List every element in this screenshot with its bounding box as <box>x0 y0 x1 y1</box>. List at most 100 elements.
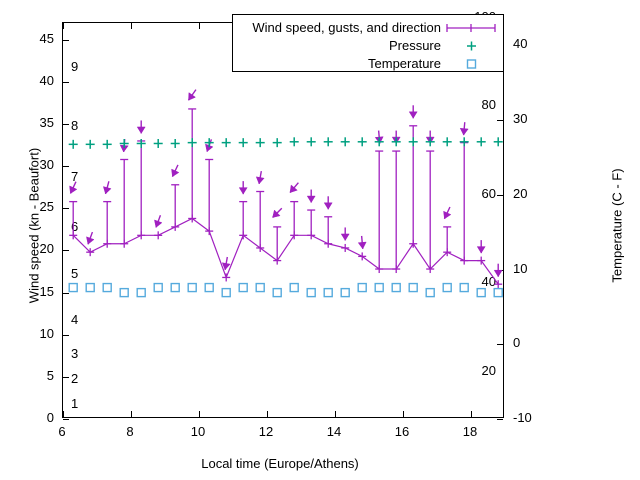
temperature-marker <box>85 282 95 293</box>
pressure-marker <box>459 137 469 147</box>
chart-legend: Wind speed, gusts, and direction Pressure… <box>232 14 504 72</box>
x-tick-bottom <box>335 411 336 417</box>
y-tick-left <box>63 81 69 83</box>
fahrenheit-label-60: 60 <box>481 185 496 201</box>
wind-speed-marker <box>273 256 282 265</box>
pressure-marker <box>119 138 129 148</box>
legend-label: Temperature <box>368 56 441 71</box>
y-tick-label-left: 15 <box>39 283 54 299</box>
y-tick-label-left: 5 <box>46 367 54 383</box>
y-tick-label-left: 40 <box>39 72 54 88</box>
wind-direction-arrow <box>459 122 469 136</box>
wind-direction-arrow <box>340 227 350 241</box>
beaufort-label-9: 9 <box>71 59 79 75</box>
wind-speed-marker <box>494 280 503 289</box>
y-tick-left <box>63 124 69 126</box>
temperature-marker <box>68 282 78 293</box>
pressure-marker <box>170 138 180 148</box>
pressure-marker <box>68 139 78 149</box>
wind-speed-marker <box>341 243 350 252</box>
wind-direction-arrow <box>86 231 95 245</box>
wind-direction-arrow <box>306 189 316 204</box>
x-tick-label: 6 <box>58 424 66 439</box>
legend-symbol-errorbar <box>443 19 499 37</box>
wind-speed-marker <box>86 248 95 257</box>
x-tick-bottom <box>131 411 132 417</box>
legend-label: Wind speed, gusts, and direction <box>252 20 441 35</box>
temperature-marker <box>119 287 129 298</box>
temperature-marker <box>459 282 469 293</box>
y-tick-left <box>63 419 69 420</box>
x-tick-top <box>63 23 64 29</box>
wind-speed-marker <box>205 227 214 236</box>
wind-direction-arrow <box>476 240 486 254</box>
temperature-marker <box>425 287 435 298</box>
wind-direction-arrow <box>221 256 231 271</box>
beaufort-label-7: 7 <box>71 168 79 184</box>
x-tick-bottom <box>267 411 268 417</box>
legend-symbol-square <box>443 55 499 73</box>
temperature-marker <box>187 282 197 293</box>
temperature-marker <box>357 282 367 293</box>
beaufort-label-5: 5 <box>71 265 79 281</box>
pressure-marker <box>204 138 214 148</box>
pressure-marker <box>85 139 95 149</box>
y-tick-left <box>63 208 69 210</box>
temperature-marker <box>170 282 180 293</box>
wind-direction-arrow <box>408 105 418 119</box>
y-tick-label-right: 0 <box>513 335 521 351</box>
temperature-marker <box>153 282 163 293</box>
beaufort-label-8: 8 <box>71 118 79 134</box>
pressure-marker <box>408 137 418 147</box>
wind-speed-marker <box>256 243 265 252</box>
y-axis-right-title: Temperature (C - F) <box>609 168 625 283</box>
wind-direction-arrow <box>69 181 78 194</box>
wind-direction-arrow <box>238 181 248 195</box>
wind-speed-marker <box>290 231 299 240</box>
x-tick-bottom <box>403 411 404 417</box>
y-tick-label-left: 0 <box>46 410 54 425</box>
legend-entry: Wind speed, gusts, and direction <box>233 19 503 37</box>
y-tick-label-right: 20 <box>513 185 528 201</box>
wind-speed-marker <box>154 231 163 240</box>
y-tick-label-left: 35 <box>39 115 54 131</box>
y-tick-right <box>497 194 503 196</box>
y-tick-label-right: 40 <box>513 36 528 52</box>
wind-speed-marker <box>171 222 180 231</box>
x-tick-label: 14 <box>326 424 342 439</box>
pressure-marker <box>238 138 248 148</box>
temperature-marker <box>255 282 265 293</box>
x-tick-bottom <box>199 411 200 417</box>
pressure-marker <box>425 137 435 147</box>
temperature-marker <box>102 282 112 293</box>
temperature-marker <box>442 282 452 293</box>
wind-speed-marker <box>375 265 384 274</box>
wind-speed-marker <box>324 239 333 248</box>
pressure-marker <box>306 137 316 147</box>
wind-direction-arrow <box>443 206 452 220</box>
plot-area <box>62 22 504 420</box>
wind-direction-arrow <box>154 214 163 228</box>
legend-label: Pressure <box>388 38 441 53</box>
wind-direction-arrow <box>171 164 180 178</box>
temperature-marker <box>289 282 299 293</box>
wind-direction-arrow <box>136 120 146 134</box>
x-tick-label: 18 <box>462 424 478 439</box>
temperature-marker <box>374 282 384 293</box>
temperature-marker <box>493 287 503 298</box>
wind-speed-marker <box>222 273 231 282</box>
beaufort-label-1: 1 <box>71 396 79 412</box>
wind-speed-marker <box>188 214 197 223</box>
legend-symbol-plus <box>443 37 499 55</box>
wind-direction-arrow <box>102 181 112 195</box>
pressure-marker <box>102 139 112 149</box>
fahrenheit-label-20: 20 <box>481 362 496 378</box>
y-tick-right <box>497 344 503 346</box>
wind-speed-marker <box>120 239 129 248</box>
y-tick-label-left: 25 <box>39 199 54 215</box>
temperature-marker <box>476 287 486 298</box>
temperature-marker <box>204 282 214 293</box>
pressure-marker <box>340 137 350 147</box>
pressure-marker <box>136 138 146 148</box>
